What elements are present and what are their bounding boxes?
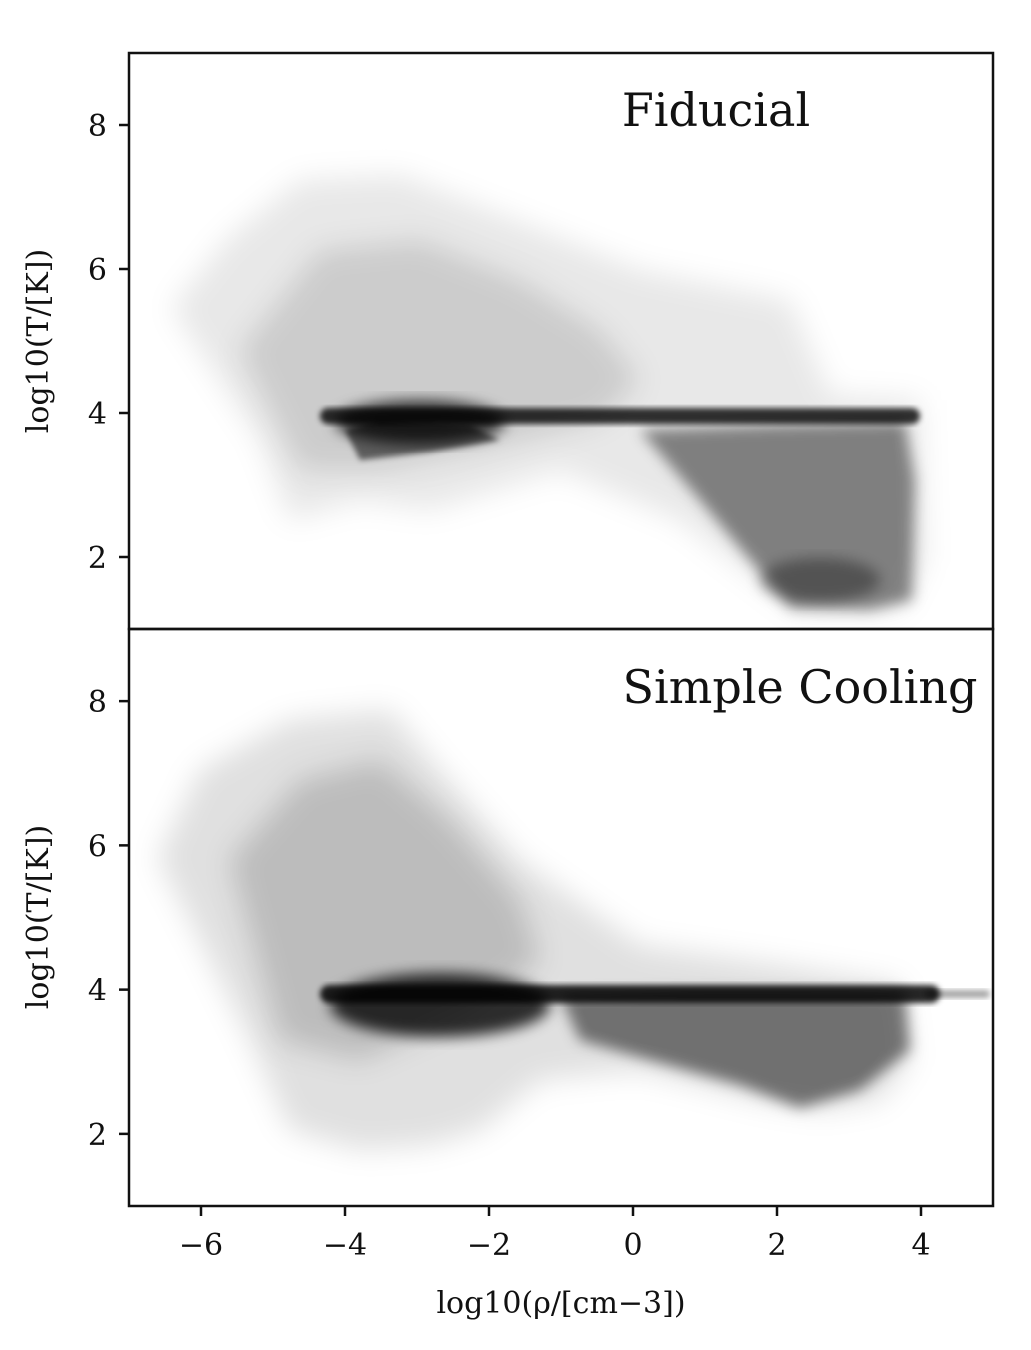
fiducial-ridge-spur bbox=[345, 420, 500, 460]
x-axis-label: log10(ρ/[cm−3]) bbox=[436, 1286, 685, 1321]
simple-ridge-tail bbox=[925, 990, 990, 998]
fiducial-density bbox=[172, 175, 925, 612]
fiducial-y-tick-label: 8 bbox=[88, 109, 107, 144]
simple-ridge-knot bbox=[330, 973, 550, 1037]
simple-cooling-x-tick-label: 4 bbox=[911, 1228, 930, 1263]
simple-cool-tail bbox=[560, 992, 910, 1108]
simple-cooling-y-axis-label: log10(T/[K]) bbox=[21, 825, 56, 1009]
simple-cooling-x-tick-label: 2 bbox=[767, 1228, 786, 1263]
simple-equilibrium-ridge bbox=[320, 985, 940, 1003]
simple-cooling-y-tick-label: 4 bbox=[88, 974, 107, 1009]
simple-cooling-x-tick-label: −4 bbox=[323, 1228, 367, 1263]
fiducial-y-tick-label: 4 bbox=[88, 397, 107, 432]
fiducial-y-tick-label: 2 bbox=[88, 541, 107, 576]
fiducial-y-axis-label: log10(T/[K]) bbox=[21, 249, 56, 433]
simple-cooling-axes-frame bbox=[127, 627, 995, 1208]
simple-cooling-y-tick-label: 8 bbox=[88, 685, 107, 720]
fiducial-cold-core bbox=[760, 558, 880, 602]
simple-cooling-x-tick-label: −6 bbox=[179, 1228, 223, 1263]
simple-cooling-panel-title: Simple Cooling bbox=[623, 660, 978, 714]
simple-cooling-density bbox=[158, 710, 990, 1150]
simple-cooling-y-tick-label: 2 bbox=[88, 1118, 107, 1153]
simple-cooling-x-tick-label: 0 bbox=[623, 1228, 642, 1263]
simple-cooling-y-tick-label: 6 bbox=[88, 829, 107, 864]
fiducial-panel-title: Fiducial bbox=[622, 83, 810, 137]
simple-cooling-x-tick-label: −2 bbox=[467, 1228, 511, 1263]
tick-layer: 2 4 6 8 2 4 6 8 −6 −4 −2 0 2 4 bbox=[88, 109, 931, 1263]
fiducial-y-tick-label: 6 bbox=[88, 253, 107, 288]
fiducial-equilibrium-ridge bbox=[320, 408, 920, 424]
